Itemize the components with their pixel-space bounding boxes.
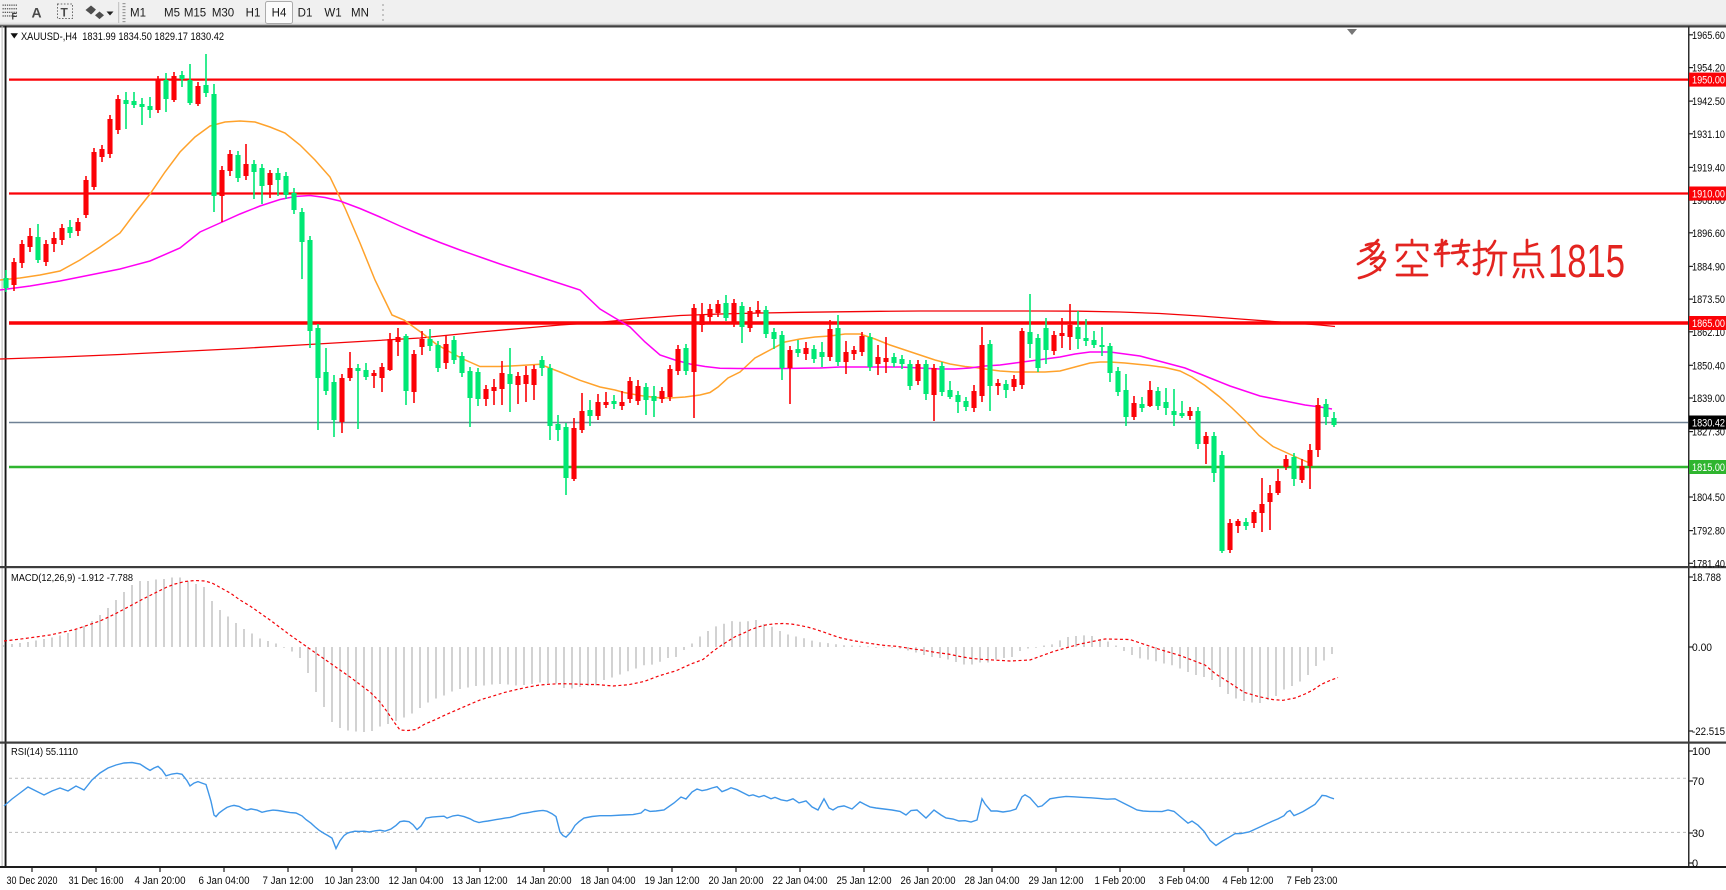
svg-text:13 Jan 12:00: 13 Jan 12:00	[453, 875, 508, 887]
svg-text:14 Jan 20:00: 14 Jan 20:00	[517, 875, 572, 887]
svg-text:1950.00: 1950.00	[1692, 75, 1725, 87]
svg-text:1 Feb 20:00: 1 Feb 20:00	[1095, 875, 1146, 887]
svg-text:4 Feb 12:00: 4 Feb 12:00	[1223, 875, 1274, 887]
svg-text:MACD(12,26,9) -1.912 -7.788: MACD(12,26,9) -1.912 -7.788	[11, 572, 133, 584]
svg-text:28 Jan 04:00: 28 Jan 04:00	[965, 875, 1020, 887]
svg-text:M1: M1	[130, 8, 146, 20]
svg-text:W1: W1	[324, 8, 341, 20]
svg-text:D1: D1	[298, 8, 313, 20]
svg-text:1896.60: 1896.60	[1692, 228, 1725, 240]
svg-text:10 Jan 23:00: 10 Jan 23:00	[325, 875, 380, 887]
svg-text:M15: M15	[184, 8, 206, 20]
svg-text:1931.10: 1931.10	[1692, 129, 1725, 141]
svg-text:1965.60: 1965.60	[1692, 30, 1725, 42]
svg-text:1865.00: 1865.00	[1692, 318, 1725, 330]
svg-text:7 Feb 23:00: 7 Feb 23:00	[1287, 875, 1338, 887]
svg-text:1850.40: 1850.40	[1692, 360, 1725, 372]
svg-text:1942.50: 1942.50	[1692, 96, 1725, 108]
svg-text:19 Jan 12:00: 19 Jan 12:00	[645, 875, 700, 887]
svg-text:1830.42: 1830.42	[1692, 418, 1725, 430]
svg-text:1815: 1815	[1548, 235, 1625, 287]
svg-text:0: 0	[1692, 858, 1698, 870]
svg-text:MN: MN	[351, 8, 369, 20]
svg-text:1804.50: 1804.50	[1692, 492, 1725, 504]
svg-text:25 Jan 12:00: 25 Jan 12:00	[837, 875, 892, 887]
svg-text:100: 100	[1692, 746, 1710, 758]
svg-text:4 Jan 20:00: 4 Jan 20:00	[135, 875, 186, 887]
svg-text:F: F	[12, 12, 18, 22]
svg-text:M5: M5	[164, 8, 180, 20]
svg-text:18.788: 18.788	[1692, 572, 1721, 584]
svg-text:1873.50: 1873.50	[1692, 294, 1725, 306]
svg-text:3 Feb 04:00: 3 Feb 04:00	[1159, 875, 1210, 887]
svg-text:A: A	[32, 5, 42, 21]
svg-text:M30: M30	[212, 8, 234, 20]
svg-text:7 Jan 12:00: 7 Jan 12:00	[263, 875, 314, 887]
svg-text:0.00: 0.00	[1692, 642, 1712, 654]
svg-text:6 Jan 04:00: 6 Jan 04:00	[199, 875, 250, 887]
svg-text:18 Jan 04:00: 18 Jan 04:00	[581, 875, 636, 887]
svg-text:XAUUSD-,H4 1831.99 1834.50 18: XAUUSD-,H4 1831.99 1834.50 1829.17 1830.…	[21, 31, 224, 43]
svg-text:H1: H1	[246, 8, 261, 20]
svg-text:22 Jan 04:00: 22 Jan 04:00	[773, 875, 828, 887]
svg-text:31 Dec 16:00: 31 Dec 16:00	[69, 875, 124, 887]
svg-text:1781.40: 1781.40	[1692, 558, 1725, 570]
svg-text:20 Jan 20:00: 20 Jan 20:00	[709, 875, 764, 887]
svg-text:70: 70	[1692, 776, 1704, 788]
svg-text:30: 30	[1692, 828, 1704, 840]
svg-text:1815.00: 1815.00	[1692, 462, 1725, 474]
svg-text:RSI(14) 55.1110: RSI(14) 55.1110	[11, 746, 78, 758]
svg-text:1827.30: 1827.30	[1692, 427, 1725, 439]
svg-text:1884.90: 1884.90	[1692, 261, 1725, 273]
svg-text:26 Jan 20:00: 26 Jan 20:00	[901, 875, 956, 887]
svg-text:1919.40: 1919.40	[1692, 162, 1725, 174]
svg-text:H4: H4	[272, 8, 287, 20]
svg-text:1792.80: 1792.80	[1692, 526, 1725, 538]
svg-text:1910.00: 1910.00	[1692, 189, 1725, 201]
svg-text:30 Dec 2020: 30 Dec 2020	[7, 875, 58, 887]
svg-text:1839.00: 1839.00	[1692, 393, 1725, 405]
svg-text:T: T	[61, 6, 69, 20]
svg-text:29 Jan 12:00: 29 Jan 12:00	[1029, 875, 1084, 887]
svg-text:1954.20: 1954.20	[1692, 63, 1725, 75]
svg-text:12 Jan 04:00: 12 Jan 04:00	[389, 875, 444, 887]
svg-text:-22.515: -22.515	[1692, 726, 1725, 738]
